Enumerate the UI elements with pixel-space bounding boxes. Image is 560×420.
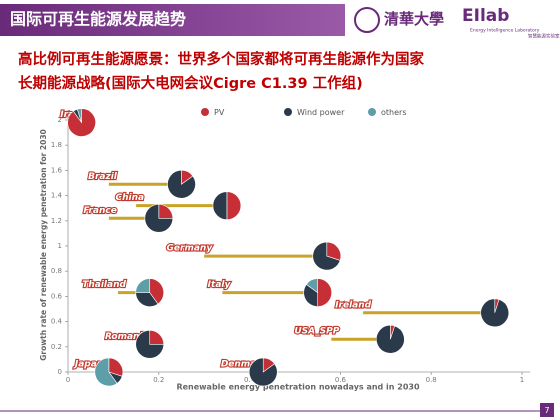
y-tick-label: 0.4 <box>51 318 63 326</box>
pie-wedge <box>376 324 405 354</box>
header-title: 国际可再生能源发展趋势 <box>10 10 186 29</box>
logo-right: EIlab <box>462 6 509 26</box>
pie-wedge <box>108 357 124 377</box>
pie-wedge <box>480 298 510 328</box>
subtitle-line: 高比例可再生能源愿景：世界多个国家都将可再生能源作为国家 <box>18 50 424 68</box>
pie-wedge <box>326 241 342 261</box>
pie-wedge <box>317 278 332 307</box>
pie-wedge <box>135 329 165 359</box>
legend-swatch <box>201 108 209 116</box>
legend-label: others <box>381 108 406 117</box>
page-badge <box>540 403 554 417</box>
pie-wedge <box>149 278 164 305</box>
legend-label: PV <box>214 108 225 117</box>
country-label: Ireland <box>335 300 371 310</box>
pie-wedge <box>303 283 318 307</box>
country-label: USA_SPP <box>294 327 339 337</box>
logo-sub-cn: 智慧能源实验室 <box>528 33 560 40</box>
pie-wedge <box>212 191 228 220</box>
country-label: Brazil <box>88 172 118 182</box>
logo-sub: Energy Intelligence Laboratory <box>470 28 540 34</box>
y-tick-label: 2 <box>58 116 62 124</box>
pie-wedge <box>248 357 278 387</box>
y-tick-label: 0.8 <box>51 267 62 275</box>
pie-wedge <box>226 191 242 220</box>
pie-wedge <box>144 203 174 233</box>
y-tick-label: 1.2 <box>51 217 62 225</box>
x-tick-label: 0 <box>66 376 70 384</box>
country-label: Italy <box>208 280 232 290</box>
country-label: Thailand <box>82 280 126 290</box>
pie-wedge <box>167 169 196 199</box>
logo-left: 清華大學 <box>384 10 444 28</box>
y-tick-label: 0.6 <box>51 292 63 300</box>
logo-emblem <box>354 7 380 33</box>
y-tick-label: 1.8 <box>51 141 62 149</box>
page-number: 7 <box>544 406 549 415</box>
x-tick-label: 0.8 <box>426 376 437 384</box>
legend-swatch <box>368 108 376 116</box>
pie-wedge <box>312 241 341 271</box>
x-axis-label: Renewable energy penetration nowadays an… <box>176 383 420 392</box>
y-tick-label: 1.4 <box>51 192 63 200</box>
pie-wedge <box>135 278 151 293</box>
pie-wedge <box>94 357 118 387</box>
country-label: Germany <box>167 244 214 254</box>
legend-swatch <box>284 108 292 116</box>
country-label: France <box>83 206 117 216</box>
pie-wedge <box>305 278 318 294</box>
header-bar <box>0 4 345 36</box>
pie-wedge <box>135 292 159 307</box>
x-tick-label: 0.4 <box>244 376 256 384</box>
y-tick-label: 1.6 <box>51 166 63 174</box>
country-label: China <box>116 193 145 203</box>
legend-label: Wind power <box>297 108 345 117</box>
x-tick-label: 1 <box>520 376 524 384</box>
x-tick-label: 0.6 <box>335 376 347 384</box>
y-tick-label: 0 <box>58 368 62 376</box>
y-tick-label: 0.2 <box>51 343 62 351</box>
y-tick-label: 1 <box>58 242 62 250</box>
x-tick-label: 0.2 <box>153 376 164 384</box>
subtitle-line: 长期能源战略(国际大电网会议Cigre C1.39 工作组) <box>18 74 363 92</box>
y-axis-label: Growth rate of renewable energy penetrat… <box>39 129 48 361</box>
pie-wedge <box>76 108 82 123</box>
